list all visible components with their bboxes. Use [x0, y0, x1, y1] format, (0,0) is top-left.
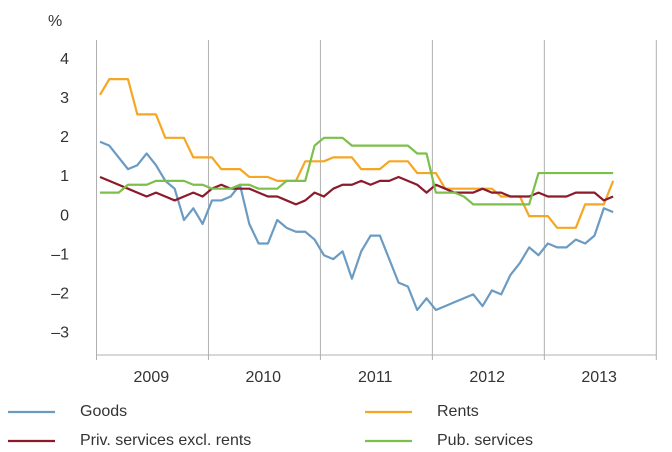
legend-label: Pub. services	[437, 432, 533, 449]
series-line	[99, 78, 615, 229]
series-line	[100, 136, 614, 206]
y-axis-label: %	[48, 13, 62, 30]
legend-label: Goods	[80, 403, 127, 420]
y-tick-label: 4	[60, 51, 69, 68]
x-tick-label: 2010	[245, 369, 281, 386]
series-line	[99, 175, 614, 206]
legend-label: Rents	[437, 403, 479, 420]
y-tick-label: –2	[51, 286, 69, 303]
y-tick-label: –3	[51, 325, 69, 342]
legend-label: Priv. services excl. rents	[80, 432, 251, 449]
x-tick-label: 2009	[134, 369, 170, 386]
x-tick-label: 2011	[358, 369, 393, 386]
y-tick-label: 0	[60, 207, 69, 224]
series-line	[99, 140, 614, 312]
y-tick-label: 2	[60, 129, 69, 146]
x-tick-label: 2013	[581, 369, 617, 386]
x-tick-label: 2012	[469, 369, 505, 386]
y-tick-label: 1	[60, 168, 69, 185]
y-tick-label: –1	[51, 246, 69, 263]
y-tick-label: 3	[60, 90, 69, 107]
